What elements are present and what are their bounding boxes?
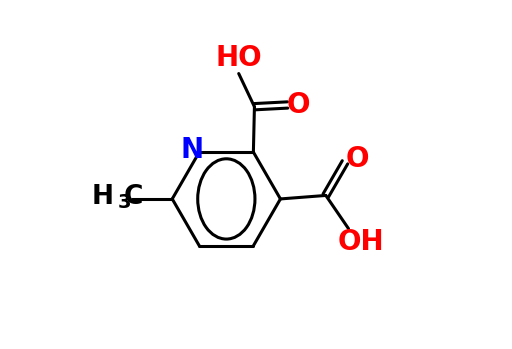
Text: O: O bbox=[287, 91, 310, 119]
Text: C: C bbox=[123, 184, 143, 210]
Text: O: O bbox=[346, 146, 369, 173]
Text: H: H bbox=[92, 184, 114, 210]
Text: 3: 3 bbox=[117, 193, 131, 212]
Text: N: N bbox=[180, 136, 203, 164]
Text: OH: OH bbox=[337, 228, 384, 256]
Text: HO: HO bbox=[216, 44, 262, 72]
